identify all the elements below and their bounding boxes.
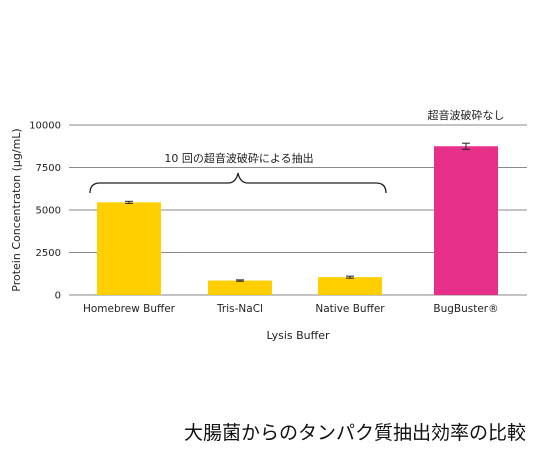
y-tick-labels: 0 2500 5000 7500 10000 xyxy=(29,121,61,302)
bar xyxy=(318,277,382,295)
y-tick-label: 7500 xyxy=(36,163,61,174)
bugbuster-annotation: 超音波破砕なし xyxy=(428,108,505,122)
x-tick-label: Tris-NaCl xyxy=(216,303,263,315)
bar xyxy=(208,280,272,295)
x-tick-labels: Homebrew Buffer Tris-NaCl Native Buffer Bug… xyxy=(83,303,499,315)
y-tick-label: 10000 xyxy=(29,121,61,132)
error-bars xyxy=(125,142,470,282)
curly-brace xyxy=(89,172,387,194)
x-tick-label: Native Buffer xyxy=(315,303,385,315)
y-tick-label: 5000 xyxy=(36,206,61,217)
bar xyxy=(434,146,498,295)
y-tick-label: 2500 xyxy=(36,248,61,259)
y-axis-title: Protein Concentraton (μg/mL) xyxy=(10,128,23,291)
x-tick-label: BugBuster® xyxy=(433,303,498,315)
figure-caption: 大腸菌からのタンパク質抽出効率の比較 xyxy=(183,422,526,444)
bars xyxy=(97,146,498,295)
x-axis-title: Lysis Buffer xyxy=(266,329,330,342)
bar xyxy=(97,202,161,295)
y-tick-label: 0 xyxy=(55,291,61,302)
x-tick-label: Homebrew Buffer xyxy=(83,303,176,315)
brace-annotation: 10 回の超音波破砕による抽出 xyxy=(164,151,313,165)
